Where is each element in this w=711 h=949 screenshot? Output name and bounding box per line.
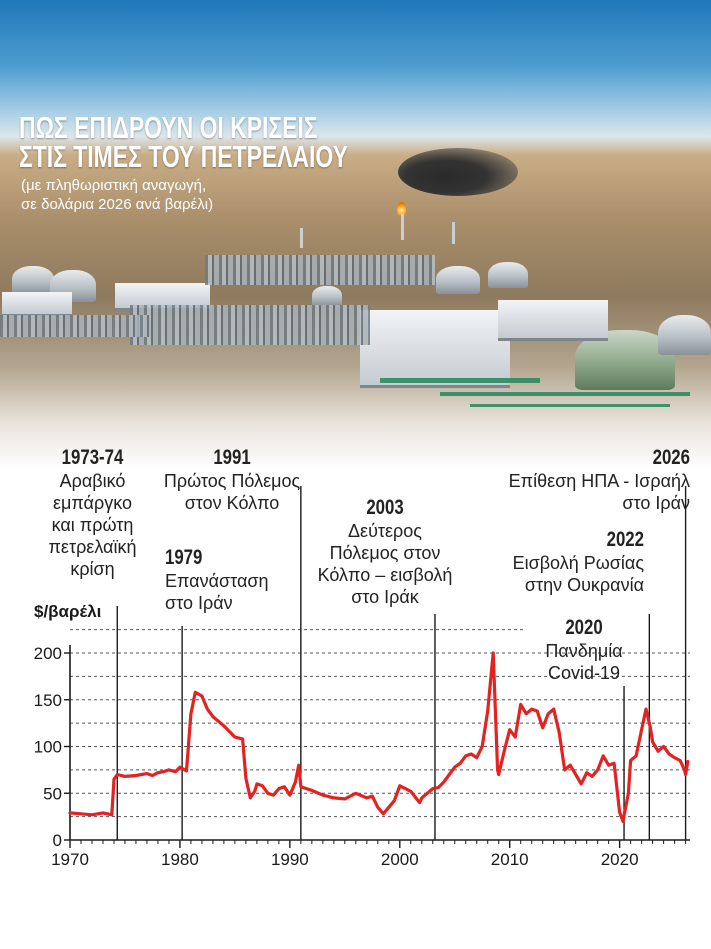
title-line-2: ΣΤΙΣ ΤΙΜΕΣ ΤΟΥ ΠΕΤΡΕΛΑΙΟΥ — [19, 139, 348, 174]
chimney — [401, 214, 404, 240]
event-text: Πανδημία — [545, 641, 623, 661]
event-year: 2022 — [606, 528, 644, 551]
event-text: Επανάσταση — [165, 571, 269, 591]
storage-tank — [312, 286, 342, 306]
event-text: στο Ιράκ — [351, 587, 419, 607]
event-year: 2020 — [565, 616, 603, 639]
event-2026: 2026 Επίθεση ΗΠΑ - Ισραήλ στο Ιράν — [470, 446, 690, 514]
green-pipeline — [440, 392, 690, 396]
event-text: κρίση — [70, 559, 115, 579]
event-text: Πόλεμος στον — [329, 543, 441, 563]
event-text: Κόλπο – εισβολή — [317, 565, 453, 585]
event-text: πετρελαϊκή — [48, 537, 137, 557]
storage-tank — [658, 315, 711, 355]
green-pipeline — [380, 378, 540, 383]
refinery-photo — [0, 0, 711, 470]
event-text: Αραβικό — [59, 471, 126, 491]
oil-price-line — [68, 651, 690, 823]
event-year: 1991 — [213, 446, 251, 469]
event-year: 2026 — [652, 446, 690, 469]
event-text: Covid-19 — [547, 663, 621, 683]
subtitle-line-2: σε δολάρια 2026 ανά βαρέλι) — [21, 196, 214, 213]
storage-tank — [12, 266, 54, 294]
y-tick-label: 200 — [34, 644, 62, 663]
x-tick-label: 1980 — [161, 850, 199, 869]
y-tick-label: 0 — [53, 831, 62, 850]
event-text: Επίθεση ΗΠΑ - Ισραήλ — [508, 471, 690, 491]
y-tick-label: 50 — [43, 784, 62, 803]
event-1973-74: 1973-74 Αραβικό εμπάργκο και πρώτη πετρε… — [30, 446, 155, 580]
smoke-plume — [398, 148, 518, 196]
chimney — [452, 222, 455, 244]
building — [498, 300, 608, 341]
flare-flame — [397, 202, 406, 216]
pipe-rack — [205, 255, 435, 285]
event-2022: 2022 Εισβολή Ρωσίας στην Ουκρανία — [476, 528, 644, 596]
x-tick-label: 2010 — [491, 850, 529, 869]
event-text: εμπάργκο — [53, 493, 132, 513]
x-tick-label: 2000 — [381, 850, 419, 869]
green-pipeline — [470, 404, 670, 407]
y-tick-labels: 0 50 100 150 200 — [34, 644, 62, 850]
storage-tank — [488, 262, 528, 288]
y-axis-label: $/βαρέλι — [34, 602, 102, 621]
x-tick-label: 2020 — [601, 850, 639, 869]
event-1979: 1979 Επανάσταση στο Ιράν — [165, 546, 268, 614]
pipe-rack — [130, 305, 370, 345]
event-text: και πρώτη — [51, 515, 134, 535]
event-year: 1973-74 — [61, 446, 124, 469]
event-text: στον Κόλπο — [184, 493, 280, 513]
axes — [64, 645, 690, 848]
event-text: Δεύτερος — [348, 521, 422, 541]
subtitle-line-1: (με πληθωριστική αναγωγή, — [21, 177, 207, 194]
event-year: 1979 — [165, 546, 203, 569]
event-text: στην Ουκρανία — [524, 575, 644, 595]
y-tick-label: 150 — [34, 691, 62, 710]
event-year: 2003 — [366, 496, 404, 519]
event-text: στο Ιράν — [165, 593, 233, 613]
y-tick-label: 100 — [34, 738, 62, 757]
x-tick-labels: 1970 1980 1990 2000 2010 2020 — [51, 850, 638, 869]
x-tick-label: 1990 — [271, 850, 309, 869]
event-text: στο Ιράν — [622, 493, 690, 513]
event-text: Εισβολή Ρωσίας — [512, 553, 644, 573]
pipe-rack — [0, 315, 150, 337]
building — [360, 310, 510, 388]
event-2003: 2003 Δεύτερος Πόλεμος στον Κόλπο – εισβο… — [305, 496, 465, 608]
storage-tank — [436, 266, 480, 294]
chimney — [300, 228, 303, 248]
x-tick-label: 1970 — [51, 850, 89, 869]
event-2020: 2020 Πανδημία Covid-19 — [528, 616, 640, 684]
event-text: Πρώτος Πόλεμος — [163, 471, 301, 491]
title-line-1: ΠΩΣ ΕΠΙΔΡΟΥΝ ΟΙ ΚΡΙΣΕΙΣ — [19, 110, 318, 145]
event-1991: 1991 Πρώτος Πόλεμος στον Κόλπο — [152, 446, 312, 514]
